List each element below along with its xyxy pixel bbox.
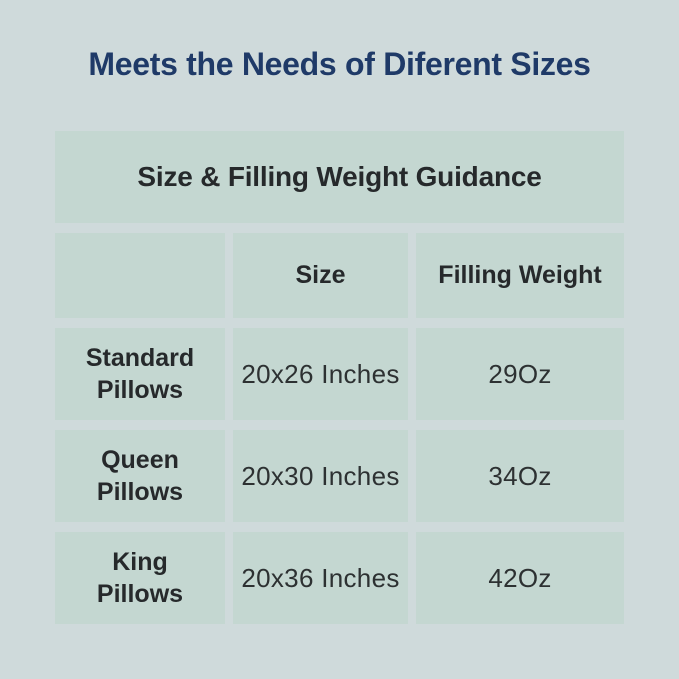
table-title: Size & Filling Weight Guidance [137, 161, 542, 192]
queen-pillows-size-cell: 20x30 Inches [233, 430, 408, 522]
size-weight-table: Size & Filling Weight Guidance Size Fill… [55, 131, 624, 624]
king-pillows-weight-cell: 42Oz [416, 532, 624, 624]
row-label-standard-pillows: Standard Pillows [55, 328, 225, 420]
king-pillows-size-cell: 20x36 Inches [233, 532, 408, 624]
row-label-queen-pillows: Queen Pillows [55, 430, 225, 522]
table-title-cell: Size & Filling Weight Guidance [55, 131, 624, 223]
table-grid: Size Filling Weight Standard Pillows 20x… [55, 233, 624, 624]
standard-pillows-weight-cell: 29Oz [416, 328, 624, 420]
page-title: Meets the Needs of Diferent Sizes [88, 46, 591, 82]
row-label-king-pillows: King Pillows [55, 532, 225, 624]
column-header-filling-weight: Filling Weight [416, 233, 624, 318]
standard-pillows-size-cell: 20x26 Inches [233, 328, 408, 420]
column-header-size: Size [233, 233, 408, 318]
queen-pillows-weight-cell: 34Oz [416, 430, 624, 522]
table-corner-cell [55, 233, 225, 318]
